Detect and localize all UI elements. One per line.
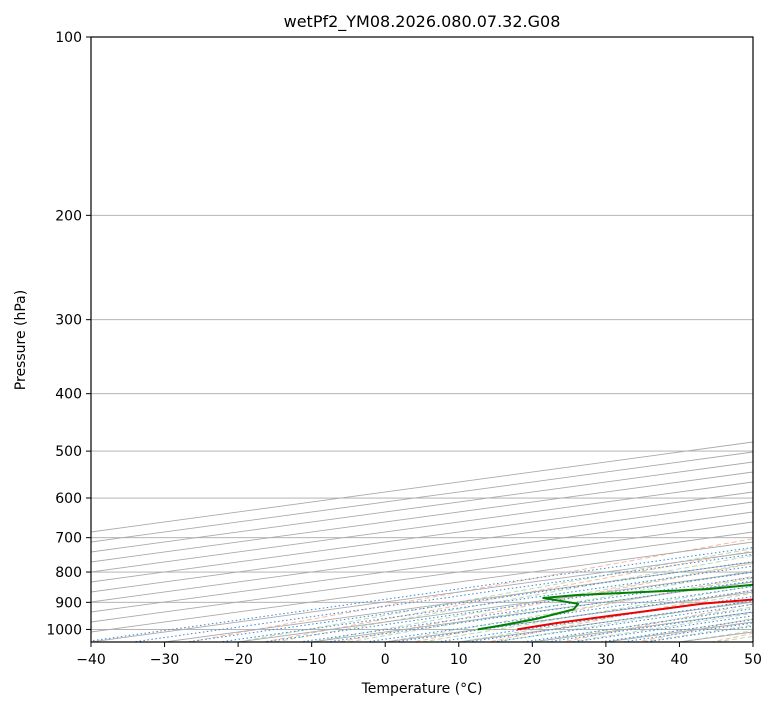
background-lines — [91, 37, 753, 642]
x-tick-label: 50 — [744, 652, 762, 668]
x-tick-label: 20 — [523, 652, 541, 668]
y-tick-label: 100 — [55, 30, 82, 46]
moist-adiabat-line — [274, 554, 753, 642]
mixing-ratio-line — [362, 585, 753, 642]
isotherm-line — [91, 471, 753, 563]
y-tick-label: 400 — [55, 387, 82, 403]
x-tick-label: −20 — [223, 652, 253, 668]
x-tick-label: −40 — [76, 652, 106, 668]
isotherm-line — [91, 531, 753, 623]
plot-frame — [90, 36, 754, 643]
dry-adiabat-line — [261, 550, 753, 642]
x-tick-label: −10 — [297, 652, 327, 668]
isotherm-line — [91, 501, 753, 593]
y-axis-label: Pressure (hPa) — [13, 290, 29, 390]
y-tick-label: 700 — [55, 531, 82, 547]
x-axis: −40 −30 −20 −10 0 10 20 30 40 50 — [76, 642, 762, 668]
y-tick-label: 800 — [55, 565, 82, 581]
y-tick-label: 300 — [55, 313, 82, 329]
x-tick-label: 10 — [450, 652, 468, 668]
x-tick-label: −30 — [150, 652, 180, 668]
y-tick-label: 200 — [55, 208, 82, 224]
x-tick-label: 0 — [381, 652, 390, 668]
moist-adiabat-line — [348, 569, 753, 642]
x-tick-label: 30 — [597, 652, 615, 668]
isotherm-line — [91, 481, 753, 573]
x-axis-label: Temperature (°C) — [361, 681, 483, 697]
x-tick-label: 40 — [671, 652, 689, 668]
isotherm-line — [91, 451, 753, 543]
isotherm-line — [91, 511, 753, 603]
y-tick-label: 600 — [55, 491, 82, 507]
chart-title: wetPf2_YM08.2026.080.07.32.G08 — [284, 12, 561, 32]
isotherm-line — [91, 461, 753, 553]
y-tick-label: 1000 — [46, 622, 82, 638]
mixing-ratio-line — [641, 625, 753, 642]
mixing-ratio-line — [323, 580, 753, 642]
y-tick-label: 500 — [55, 444, 82, 460]
mixing-ratio-line — [129, 553, 753, 642]
moist-adiabat-line — [421, 585, 753, 642]
y-axis: 100 200 300 400 500 600 700 800 900 1000 — [46, 30, 91, 638]
isotherm-line — [91, 521, 753, 613]
mixing-ratio-line — [296, 576, 753, 642]
y-tick-label: 900 — [55, 595, 82, 611]
moist-adiabat-line — [385, 577, 753, 642]
dry-adiabat-line — [336, 562, 753, 642]
isotherm-line — [91, 491, 753, 583]
